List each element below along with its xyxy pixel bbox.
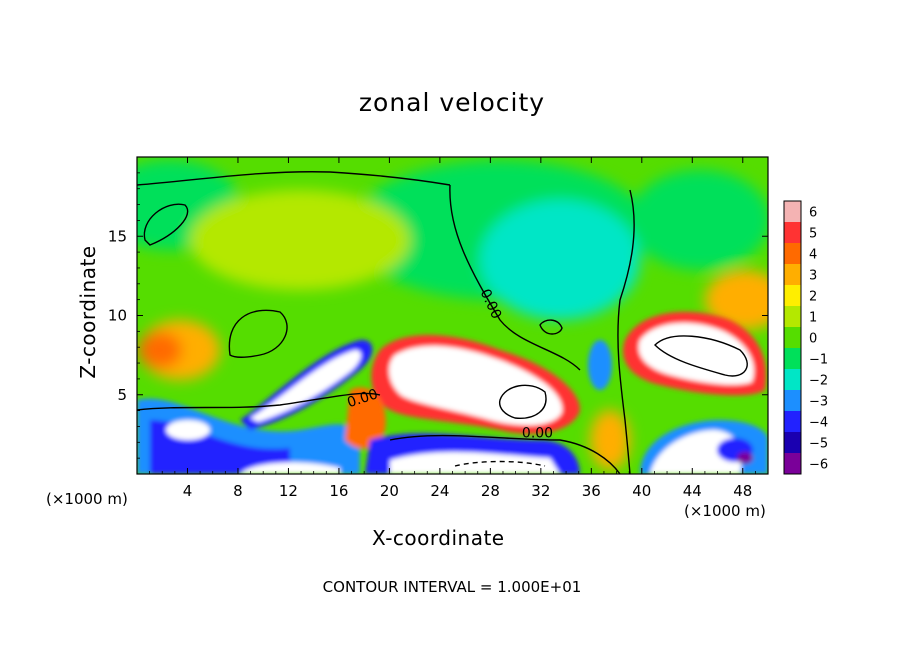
jet-small-white-core bbox=[166, 420, 210, 440]
x-tick-label: 4 bbox=[183, 482, 193, 500]
colorbar-swatch bbox=[784, 432, 801, 454]
contour-tiny-loop bbox=[539, 319, 563, 335]
colorbar-label: −1 bbox=[809, 353, 828, 368]
colorbar-label: −4 bbox=[809, 416, 828, 431]
y-tick-label: 15 bbox=[108, 227, 127, 245]
field-broad-regions bbox=[137, 160, 768, 470]
contour-label: 0.00 bbox=[522, 426, 553, 442]
jet-center-orange bbox=[345, 387, 386, 449]
colorbar-swatch bbox=[784, 453, 801, 475]
colorbar-swatch bbox=[784, 327, 801, 349]
colorbar-label: 2 bbox=[809, 290, 817, 305]
colorbar-label: 4 bbox=[809, 248, 817, 263]
colorbar-frame bbox=[783, 200, 802, 475]
colorbar-label: 0 bbox=[809, 332, 817, 347]
y-axis-label: Z-coordinate bbox=[76, 245, 100, 379]
contour-lower-center bbox=[389, 434, 621, 474]
jet-small-blue bbox=[588, 340, 612, 390]
colorbar-label: 3 bbox=[809, 269, 817, 284]
colorbar-swatch bbox=[784, 306, 801, 328]
x-tick-label: 32 bbox=[531, 482, 550, 500]
x-tick-label: 20 bbox=[380, 482, 399, 500]
contour-small-loop bbox=[228, 309, 288, 358]
y-tick-label: 10 bbox=[108, 307, 127, 325]
x-tick-label: 40 bbox=[632, 482, 651, 500]
colorbar-label: 1 bbox=[809, 311, 817, 326]
x-tick-label: 24 bbox=[430, 482, 449, 500]
x-axis-label: X-coordinate bbox=[372, 526, 505, 550]
region-center-cyan bbox=[480, 200, 640, 320]
contour-interval-note: CONTOUR INTERVAL = 1.000E+01 bbox=[322, 578, 582, 596]
contour-lines bbox=[137, 171, 748, 474]
x-tick-label: 12 bbox=[279, 482, 298, 500]
jet-bottom-white bbox=[240, 462, 340, 474]
colorbar-swatch bbox=[784, 285, 801, 307]
jet-lower-right-white bbox=[650, 430, 742, 474]
colorbar-label: 6 bbox=[809, 206, 817, 221]
region-upper-yellowgreen bbox=[190, 190, 410, 290]
colorbar-label: −2 bbox=[809, 374, 828, 389]
contour-right-vertical bbox=[617, 189, 635, 474]
colorbar-label: −3 bbox=[809, 395, 828, 410]
region-lower-orange bbox=[590, 410, 630, 470]
x-tick-label: 16 bbox=[329, 482, 348, 500]
x-unit-label-right: (×1000 m) bbox=[684, 502, 766, 520]
x-unit-label-left: (×1000 m) bbox=[46, 490, 128, 508]
colorbar-label: −6 bbox=[809, 458, 828, 473]
colorbar-swatch bbox=[784, 348, 801, 370]
x-tick-label: 44 bbox=[683, 482, 702, 500]
y-axis-ticks: 5 10 15 bbox=[108, 172, 768, 459]
colorbar: 6 5 4 3 2 1 0 −1 −2 −3 −4 −5 −6 bbox=[783, 200, 828, 475]
jet-center-white bbox=[389, 345, 563, 426]
colorbar-swatch bbox=[784, 369, 801, 391]
jet-lower-right-purple bbox=[737, 452, 753, 464]
x-axis-ticks: 4 8 12 16 20 24 28 32 36 40 44 48 bbox=[149, 157, 756, 500]
colorbar-swatch bbox=[784, 264, 801, 286]
contour-center-inner bbox=[498, 384, 547, 419]
region-upper-right-cool bbox=[630, 170, 768, 270]
colorbar-swatch bbox=[784, 390, 801, 412]
colorbar-swatch bbox=[784, 222, 801, 244]
chart-title: zonal velocity bbox=[358, 88, 546, 117]
colorbar-swatch bbox=[784, 243, 801, 265]
colorbar-label: 5 bbox=[809, 227, 817, 242]
region-right-orange bbox=[705, 270, 768, 330]
colorbar-swatch bbox=[784, 201, 801, 223]
velocity-field bbox=[137, 157, 768, 474]
colorbar-label: −5 bbox=[809, 437, 828, 452]
contour-lower-left bbox=[137, 392, 381, 411]
x-tick-label: 8 bbox=[233, 482, 243, 500]
contour-right-inner bbox=[654, 335, 748, 377]
contour-upper-left bbox=[143, 203, 189, 246]
x-tick-label: 36 bbox=[582, 482, 601, 500]
x-tick-label: 28 bbox=[481, 482, 500, 500]
y-tick-label: 5 bbox=[117, 386, 127, 404]
jet-diagonal-white bbox=[250, 350, 362, 422]
contour-top bbox=[137, 171, 451, 186]
contour-dashed bbox=[454, 460, 546, 467]
region-left-red bbox=[138, 332, 182, 368]
x-tick-label: 48 bbox=[733, 482, 752, 500]
colorbar-swatch bbox=[784, 411, 801, 433]
contour-center bbox=[449, 184, 581, 371]
